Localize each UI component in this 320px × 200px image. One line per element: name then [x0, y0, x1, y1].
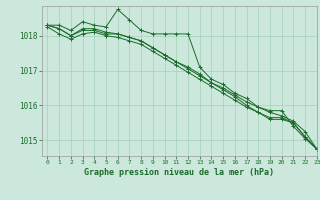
- X-axis label: Graphe pression niveau de la mer (hPa): Graphe pression niveau de la mer (hPa): [84, 168, 274, 177]
